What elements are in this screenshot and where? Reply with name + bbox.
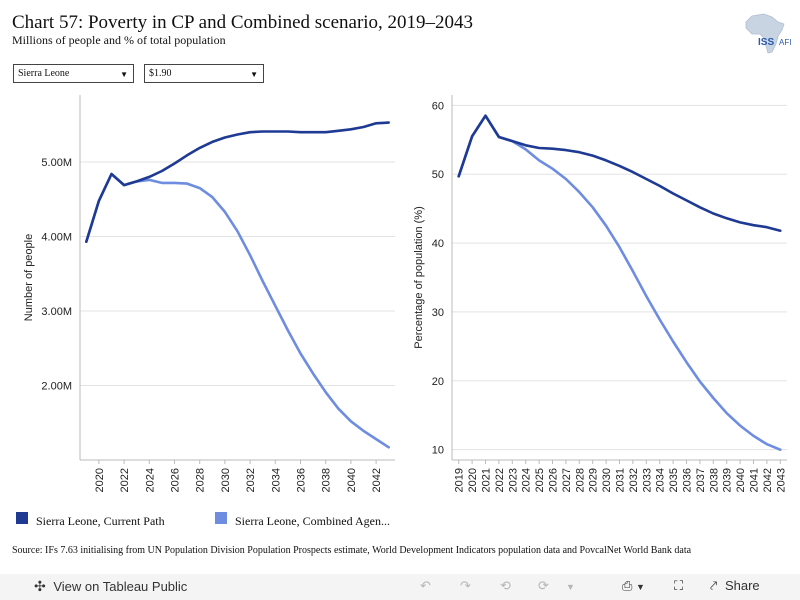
y-axis-label: Number of people xyxy=(23,234,35,321)
share-icon: ⤤ xyxy=(710,578,718,593)
download-icon[interactable]: ⎙ ▼ xyxy=(622,578,645,593)
y-tick-label: 30 xyxy=(432,307,444,319)
y-tick-label: 60 xyxy=(432,100,444,112)
page-subtitle: Millions of people and % of total popula… xyxy=(12,33,226,47)
x-tick-label: 2041 xyxy=(749,468,761,492)
chevron-down-icon: ▼ xyxy=(120,70,128,79)
x-tick-label: 2030 xyxy=(601,468,613,492)
x-tick-label: 2039 xyxy=(722,468,734,492)
x-tick-label: 2036 xyxy=(296,468,308,492)
legend-swatch xyxy=(16,512,28,524)
logo-text: ISS xyxy=(758,37,774,48)
y-tick-label: 3.00M xyxy=(41,306,72,318)
poverty-line-dropdown-value: $1.90 xyxy=(149,68,172,79)
country-dropdown[interactable]: Sierra Leone ▼ xyxy=(13,64,134,83)
x-tick-label: 2034 xyxy=(270,468,282,492)
y-tick-label: 10 xyxy=(432,445,444,457)
refresh-icon[interactable]: ⟳ xyxy=(538,578,549,593)
view-on-tableau-button[interactable]: ✣ View on Tableau Public xyxy=(34,578,188,594)
x-tick-label: 2027 xyxy=(561,468,573,492)
x-tick-label: 2022 xyxy=(494,468,506,492)
x-tick-label: 2038 xyxy=(321,468,333,492)
y-tick-label: 5.00M xyxy=(41,157,72,169)
x-tick-label: 2020 xyxy=(94,468,106,492)
x-tick-label: 2026 xyxy=(548,468,560,492)
redo-icon[interactable]: ↷ xyxy=(460,578,471,593)
x-tick-label: 2037 xyxy=(695,468,707,492)
legend-label: Sierra Leone, Combined Agen... xyxy=(235,514,390,528)
x-tick-label: 2042 xyxy=(371,468,383,492)
issafrica-logo[interactable]: ISS AFI xyxy=(738,12,794,56)
page-title: Chart 57: Poverty in CP and Combined sce… xyxy=(12,12,474,33)
x-tick-label: 2024 xyxy=(521,468,533,492)
revert-icon[interactable]: ⟲ xyxy=(500,578,511,593)
x-tick-label: 2019 xyxy=(454,468,466,492)
tableau-logo-icon: ✣ xyxy=(34,578,46,594)
y-axis-label: Percentage of population (%) xyxy=(413,206,425,348)
legend-label: Sierra Leone, Current Path xyxy=(36,514,165,528)
x-tick-label: 2040 xyxy=(346,468,358,492)
x-tick-label: 2032 xyxy=(245,468,257,492)
africa-map-icon xyxy=(745,13,785,54)
series-line xyxy=(85,121,390,243)
x-tick-label: 2038 xyxy=(708,468,720,492)
x-tick-label: 2036 xyxy=(682,468,694,492)
country-dropdown-value: Sierra Leone xyxy=(18,68,70,79)
chart-panel-1: 2.00M 3.00M 4.00M 5.00M 2020 2022 2024 2026 2028… xyxy=(23,95,395,492)
x-tick-label: 2020 xyxy=(467,468,479,492)
x-tick-label: 2028 xyxy=(574,468,586,492)
x-tick-label: 2033 xyxy=(641,468,653,492)
x-tick-label: 2031 xyxy=(615,468,627,492)
x-tick-label: 2043 xyxy=(775,468,787,492)
x-tick-label: 2034 xyxy=(655,468,667,492)
x-tick-label: 2032 xyxy=(628,468,640,492)
y-tick-label: 40 xyxy=(432,238,444,250)
fullscreen-icon[interactable]: ⛶ xyxy=(674,578,684,593)
poverty-line-dropdown[interactable]: $1.90 ▼ xyxy=(144,64,264,83)
share-button[interactable]: ⤤ Share xyxy=(710,578,760,593)
x-tick-label: 2028 xyxy=(195,468,207,492)
x-tick-label: 2022 xyxy=(119,468,131,492)
chevron-down-icon: ▼ xyxy=(250,70,258,79)
charts-area: 2.00M 3.00M 4.00M 5.00M 2020 2022 2024 2026 2028… xyxy=(23,95,787,492)
y-tick-label: 20 xyxy=(432,376,444,388)
tableau-toolbar: ✣ View on Tableau Public ↶ ↷ ⟲ ⟳ ▼ ⎙ ▼ ⛶… xyxy=(0,574,800,600)
x-tick-label: 2024 xyxy=(144,468,156,492)
x-tick-label: 2040 xyxy=(735,468,747,492)
x-tick-label: 2030 xyxy=(220,468,232,492)
x-tick-label: 2042 xyxy=(762,468,774,492)
undo-icon[interactable]: ↶ xyxy=(420,578,431,593)
y-tick-label: 2.00M xyxy=(41,381,72,393)
x-tick-label: 2035 xyxy=(668,468,680,492)
legend-swatch xyxy=(215,512,227,524)
x-tick-label: 2023 xyxy=(507,468,519,492)
logo-text-2: AFI xyxy=(779,38,791,47)
x-tick-label: 2025 xyxy=(534,468,546,492)
y-tick-label: 4.00M xyxy=(41,232,72,244)
chevron-down-icon[interactable]: ▼ xyxy=(566,582,575,592)
source-note: Source: IFs 7.63 initialising from UN Po… xyxy=(12,545,692,556)
series-line xyxy=(457,114,782,232)
x-tick-label: 2021 xyxy=(481,468,493,492)
x-tick-label: 2026 xyxy=(170,468,182,492)
y-tick-label: 50 xyxy=(432,169,444,181)
x-tick-label: 2029 xyxy=(588,468,600,492)
